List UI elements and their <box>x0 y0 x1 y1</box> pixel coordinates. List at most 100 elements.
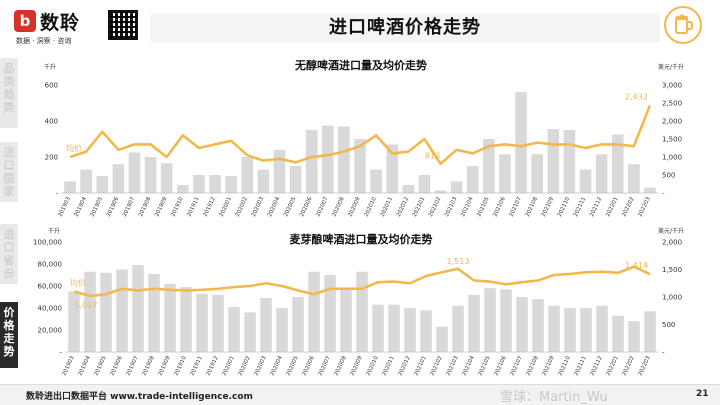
brand-logo[interactable]: b 数聆 数据 · 洞察 · 咨询 <box>14 8 80 46</box>
x-tick-label: 202104 <box>461 355 476 377</box>
volume-bar <box>338 126 350 193</box>
x-tick-label: 202010 <box>365 355 380 377</box>
volume-bar <box>372 304 384 352</box>
volume-bar <box>531 154 543 193</box>
volume-bar <box>563 130 576 193</box>
left-tick-label: 40,000 <box>38 305 63 313</box>
volume-bar <box>128 152 141 193</box>
price-line <box>69 104 652 166</box>
side-tab-provinces[interactable]: 进口省份 <box>0 224 18 284</box>
right-tick-label: 2,500 <box>662 100 682 108</box>
volume-bar <box>516 297 528 352</box>
right-tick-label: 1,000 <box>662 154 682 162</box>
x-tick-label: 202010 <box>364 196 379 217</box>
x-tick-label: 202107 <box>509 355 524 377</box>
x-tick-label: 201908 <box>138 196 153 217</box>
volume-bar <box>212 294 224 352</box>
side-nav: 品类趋势 进口国家 进口省份 价格走势 <box>0 58 18 368</box>
x-tick-label: 202103 <box>445 355 460 377</box>
volume-bar <box>273 149 286 193</box>
x-tick-label: 202003 <box>253 355 268 377</box>
volume-bar <box>324 275 336 352</box>
x-tick-label: 202102 <box>429 355 443 377</box>
side-tab-category[interactable]: 品类趋势 <box>0 58 18 128</box>
x-tick-label: 201907 <box>125 355 140 377</box>
side-tab-price-trend[interactable]: 价格走势 <box>0 302 18 368</box>
header: b 数聆 数据 · 洞察 · 咨询 进口啤酒价格走势 <box>0 0 720 52</box>
volume-bar <box>644 311 656 352</box>
volume-bar <box>177 184 189 193</box>
x-tick-label: 202012 <box>397 355 411 377</box>
volume-bar <box>193 175 205 193</box>
x-tick-label: 202001 <box>219 196 233 217</box>
volume-bar <box>468 294 480 352</box>
x-tick-label: 202111 <box>573 196 587 217</box>
volume-bar <box>257 169 270 193</box>
x-tick-label: 201911 <box>189 355 203 377</box>
logo-mark-icon: b <box>14 10 36 32</box>
x-tick-label: 202109 <box>541 355 556 377</box>
volume-bar <box>68 291 80 352</box>
x-tick-label: 202201 <box>605 196 619 217</box>
volume-bar <box>160 163 173 193</box>
left-tick-label: - <box>59 349 62 357</box>
left-tick-label: 100,000 <box>33 239 62 247</box>
side-tab-label: 进口省份 <box>3 228 15 280</box>
volume-bar <box>225 175 237 193</box>
x-tick-label: 202101 <box>412 196 426 217</box>
volume-bar <box>289 166 302 193</box>
x-tick-label: 202112 <box>589 196 603 217</box>
x-tick-label: 201911 <box>186 196 200 217</box>
price-data-label: 均价 <box>70 278 86 288</box>
volume-bar <box>402 184 415 193</box>
x-tick-label: 201903 <box>61 355 76 377</box>
x-tick-label: 202101 <box>413 355 427 377</box>
right-tick-label: 3,000 <box>662 82 682 90</box>
x-tick-label: 201906 <box>106 196 121 217</box>
volume-bar <box>209 175 221 193</box>
volume-bar <box>547 129 560 193</box>
x-tick-label: 202106 <box>493 355 508 377</box>
left-tick-label: - <box>55 190 58 198</box>
volume-bar <box>484 288 496 352</box>
x-tick-label: 201905 <box>90 196 105 217</box>
volume-bar <box>340 288 352 352</box>
left-unit-label: 千升 <box>44 63 56 71</box>
price-data-label: 1,513 <box>447 257 470 266</box>
x-tick-label: 202009 <box>347 196 362 217</box>
volume-bar <box>596 305 608 352</box>
chart-title: 无醇啤酒进口量及均价走势 <box>294 58 427 72</box>
page-title: 进口啤酒价格走势 <box>329 17 481 38</box>
x-tick-label: 202108 <box>525 196 540 217</box>
left-tick-label: 400 <box>45 118 58 126</box>
price-data-label: 1,017 <box>75 301 98 310</box>
x-tick-label: 202107 <box>509 196 524 217</box>
volume-bar <box>404 308 416 352</box>
chart-malt-beer: 麦芽酿啤酒进口量及均价走势 千升 美元/千升 - 20,000 40,000 60,0… <box>33 227 684 377</box>
price-data-label: 2,432 <box>625 92 648 101</box>
logo-tagline: 数据 · 洞察 · 咨询 <box>16 37 72 45</box>
volume-bar <box>370 169 382 193</box>
volume-bar <box>611 134 624 193</box>
volume-bar <box>499 154 511 193</box>
x-tick-label: 201909 <box>157 355 172 377</box>
x-tick-label: 201910 <box>173 355 188 377</box>
footer-source[interactable]: 数聆进出口数据平台 www.trade-intelligence.com <box>26 392 253 402</box>
x-tick-label: 201912 <box>203 196 217 217</box>
side-tab-label: 品类趋势 <box>3 62 15 114</box>
x-tick-label: 202103 <box>444 196 459 217</box>
side-tab-label: 价格走势 <box>3 306 15 358</box>
x-tick-label: 202203 <box>637 196 652 217</box>
chart-title: 麦芽酿啤酒进口量及均价走势 <box>290 232 433 246</box>
volume-bar <box>196 293 208 352</box>
volume-bar <box>644 187 656 193</box>
x-tick-label: 202109 <box>541 196 556 217</box>
left-tick-label: 200 <box>45 154 58 162</box>
volume-bar <box>144 157 157 193</box>
x-tick-label: 201904 <box>77 355 92 377</box>
chart-plot: - 20,000 40,000 60,000 80,000 100,000 - 500 1,00… <box>33 239 682 377</box>
price-line <box>73 265 651 298</box>
x-tick-label: 202201 <box>605 355 619 377</box>
side-tab-countries[interactable]: 进口国家 <box>0 142 18 202</box>
x-tick-label: 202108 <box>525 355 540 377</box>
